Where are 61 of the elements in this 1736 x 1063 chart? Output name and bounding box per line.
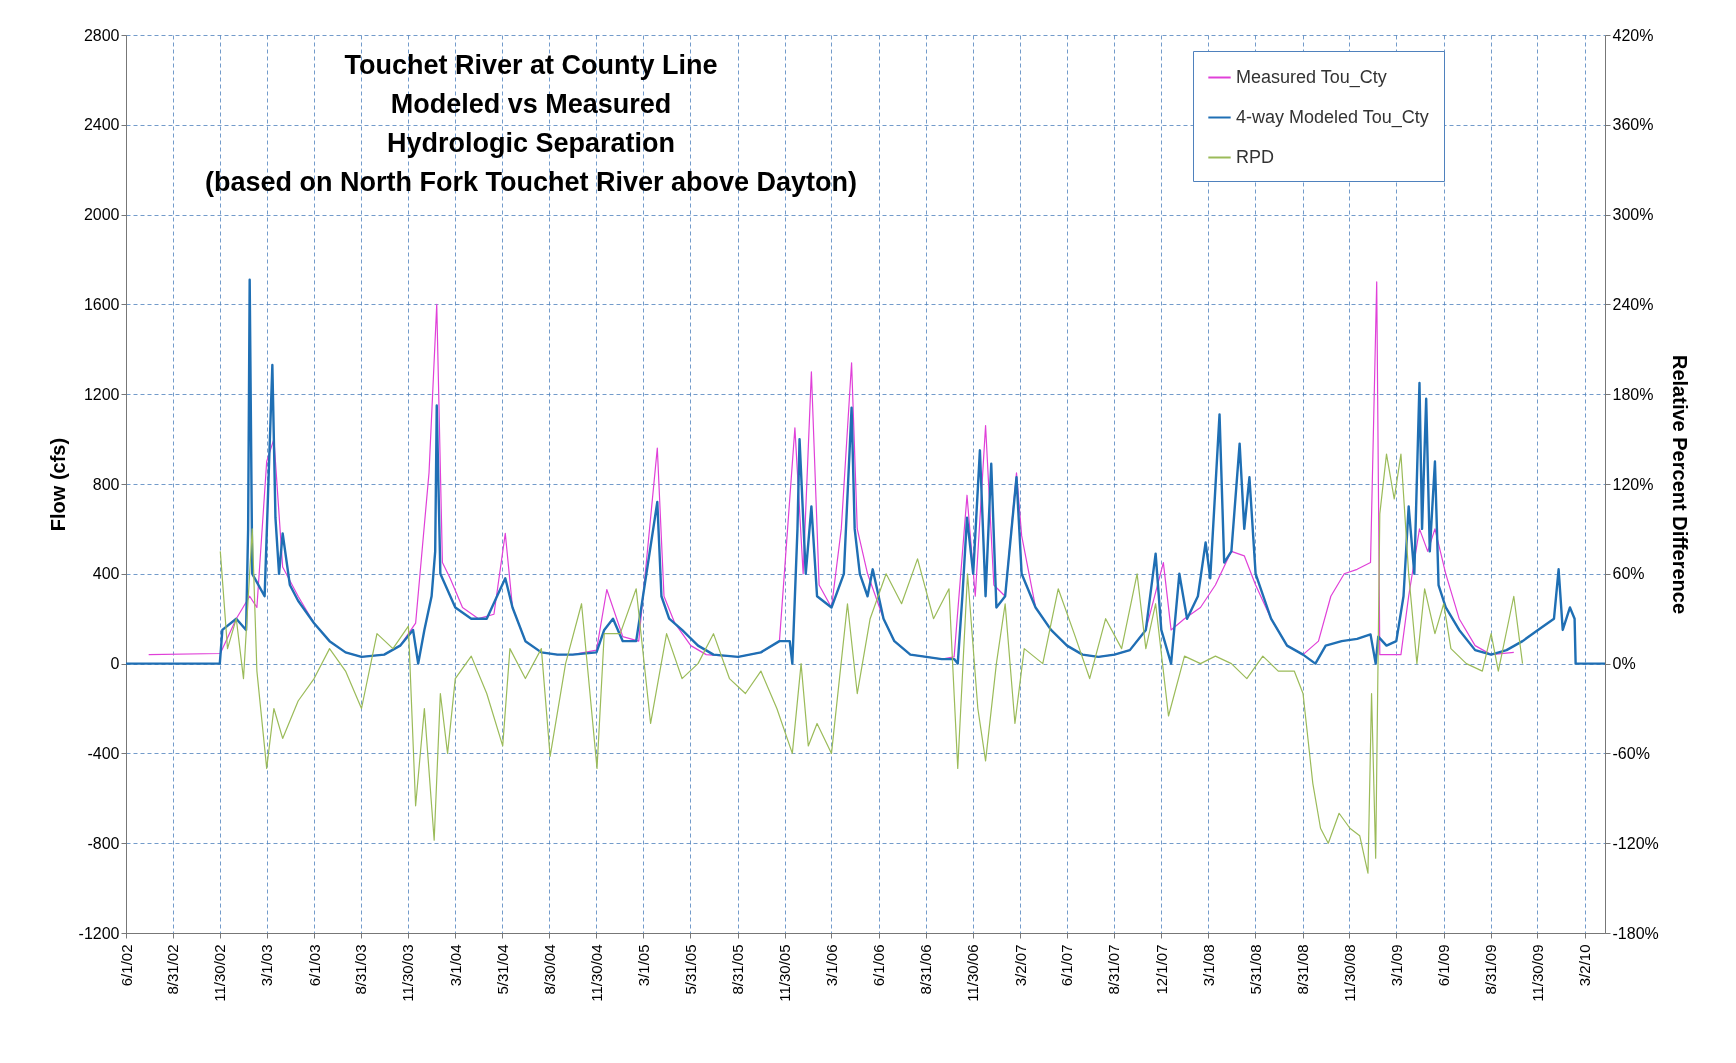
y2-axis-title: Relative Percent Difference xyxy=(1668,354,1691,615)
y-tick-label: 2400 xyxy=(83,116,120,134)
x-tick-label: 3/2/10 xyxy=(1576,944,1594,987)
y2-tick-label: 360% xyxy=(1612,116,1654,134)
y2-tick-label: 180% xyxy=(1612,385,1654,403)
x-tick-label: 6/1/09 xyxy=(1435,944,1453,987)
x-tick-label: 11/30/06 xyxy=(964,944,982,1002)
line-series xyxy=(219,453,1524,874)
x-tick-label: 6/1/07 xyxy=(1058,944,1076,987)
x-tick-label: 8/31/05 xyxy=(729,944,747,995)
x-tick-label: 3/1/09 xyxy=(1387,944,1405,987)
x-tick-label: 5/31/04 xyxy=(493,944,511,995)
y-tick-label: 1600 xyxy=(83,295,120,313)
x-tick-label: 8/31/08 xyxy=(1294,944,1311,995)
x-tick-label: 5/31/05 xyxy=(681,944,699,995)
x-tick-label: 5/31/08 xyxy=(1246,944,1264,995)
y-axis-title: Flow (cfs) xyxy=(46,437,69,532)
y-tick-label: 2800 xyxy=(83,26,120,44)
x-tick-label: 6/1/06 xyxy=(870,944,888,987)
y-tick-label: 2000 xyxy=(83,206,120,224)
x-tick-label: 11/30/04 xyxy=(588,944,605,1002)
y2-tick-label: 300% xyxy=(1612,206,1654,224)
y2-tick-label: 120% xyxy=(1612,475,1654,493)
y-tick-label: 1200 xyxy=(83,385,120,403)
x-tick-label: 3/1/05 xyxy=(634,944,652,987)
x-tick-label: 11/30/05 xyxy=(776,944,794,1002)
x-tick-label: 11/30/02 xyxy=(211,944,229,1002)
y-tick-label: -1200 xyxy=(78,924,120,942)
x-tick-label: 8/31/09 xyxy=(1482,944,1500,995)
y-tick-label: 0 xyxy=(110,655,120,673)
y2-tick-label: 420% xyxy=(1612,26,1654,44)
x-tick-label: 11/30/09 xyxy=(1528,944,1546,1002)
text: Touchet River at County Line Modeled vs Measured Hydrologic Separation (based on North Fork Touchet River above Dayton) xyxy=(204,50,858,197)
y2-tick-label: 0% xyxy=(1612,655,1636,673)
x-tick-label: 8/31/06 xyxy=(917,944,935,995)
x-tick-label: 8/31/07 xyxy=(1105,944,1123,995)
y2-tick-label: 240% xyxy=(1612,295,1654,313)
y2-tick-label: 60% xyxy=(1612,565,1645,583)
legend-label: 4-way Modeled Tou_Cty xyxy=(1236,106,1429,128)
x-tick-label: 8/30/04 xyxy=(540,944,558,995)
y-tick-label: -400 xyxy=(87,744,120,762)
x-tick-label: 3/1/04 xyxy=(446,944,464,987)
legend-label: RPD xyxy=(1236,146,1275,167)
y2-tick-label: -180% xyxy=(1612,924,1659,942)
x-tick-label: 12/1/07 xyxy=(1152,944,1170,995)
x-tick-label: 3/1/08 xyxy=(1199,944,1217,987)
y2-tick-label: -120% xyxy=(1612,834,1659,852)
x-tick-label: 11/30/03 xyxy=(399,944,417,1002)
x-tick-label: 3/1/06 xyxy=(822,944,840,987)
x-tick-label: 6/1/03 xyxy=(305,944,323,987)
x-tick-label: 8/31/02 xyxy=(164,944,182,995)
x-tick-label: 3/1/03 xyxy=(258,944,276,987)
y-tick-label: 400 xyxy=(92,565,120,583)
y-tick-label: -800 xyxy=(87,834,120,852)
y2-tick-label: -60% xyxy=(1612,744,1650,762)
y-tick-label: 800 xyxy=(92,475,120,493)
x-tick-label: 6/1/02 xyxy=(117,944,135,987)
legend-label: Measured Tou_Cty xyxy=(1236,66,1387,88)
x-tick-label: 3/2/07 xyxy=(1011,944,1029,987)
x-tick-label: 8/31/03 xyxy=(352,944,370,995)
x-tick-label: 11/30/08 xyxy=(1340,944,1358,1002)
